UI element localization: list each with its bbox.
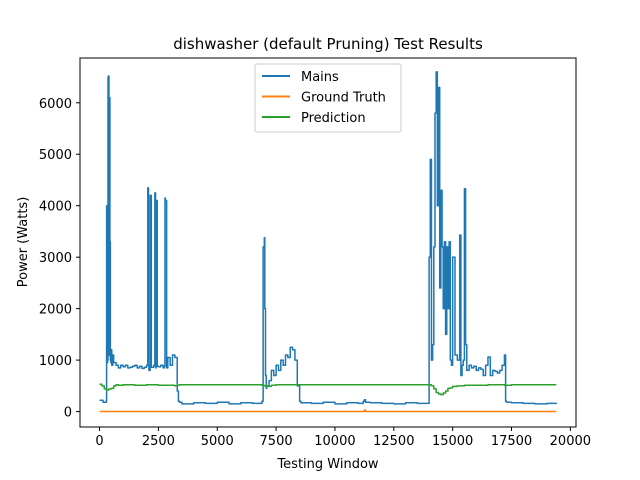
x-tick-label: 5000 [201,434,234,449]
x-tick-label: 12500 [373,434,414,449]
y-tick-label: 2000 [39,303,72,318]
x-axis-title: Testing Window [276,457,378,472]
y-tick-label: 1000 [39,354,72,369]
legend-box [254,63,402,133]
series-line-ground-truth [99,409,557,413]
x-tick-label: 2500 [142,434,175,449]
x-tick-label: 10000 [314,434,355,449]
y-tick-label: 6000 [39,97,72,112]
x-tick-label: 7500 [260,434,293,449]
plot-lines [99,71,557,413]
y-tick-label: 0 [64,406,72,421]
x-tick-label: 17500 [491,434,532,449]
y-tick-label: 3000 [39,251,72,266]
y-axis-title: Power (Watts) [16,197,31,288]
legend: Mains Ground Truth Prediction [254,63,402,133]
series-line-prediction [99,383,557,396]
series-line-mains [99,71,557,405]
legend-label-mains: Mains [301,70,339,85]
chart-title: dishwasher (default Pruning) Test Result… [173,35,483,53]
legend-label-prediction: Prediction [301,111,366,126]
legend-label-ground-truth: Ground Truth [301,91,386,106]
y-axis-ticks: 0 1000 2000 3000 4000 5000 6000 [39,97,80,421]
x-axis-ticks: 0 2500 5000 7500 10000 12500 15000 17500 20000 [95,427,591,449]
plot-frame [79,57,577,428]
y-tick-label: 4000 [39,200,72,215]
x-tick-label: 20000 [550,434,591,449]
x-tick-label: 0 [95,434,103,449]
y-tick-label: 5000 [39,148,72,163]
x-tick-label: 15000 [432,434,473,449]
